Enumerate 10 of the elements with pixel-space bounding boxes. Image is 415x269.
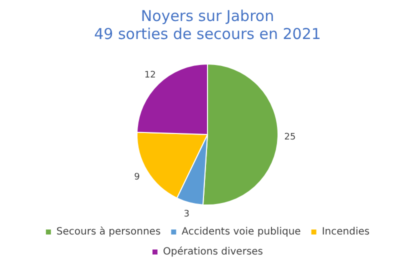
data-label: 12 — [144, 70, 156, 81]
legend-label: Opérations diverses — [162, 246, 264, 258]
data-label: 25 — [284, 132, 296, 142]
data-label: 9 — [134, 172, 140, 183]
legend-label: Secours à personnes — [56, 226, 161, 238]
data-label: 3 — [184, 210, 190, 220]
chart-subtitle: 49 sorties de secours en 2021 — [94, 24, 321, 43]
legend-label: Incendies — [322, 226, 370, 238]
legend-label: Accidents voie publique — [182, 226, 301, 238]
chart-title: Noyers sur Jabron — [140, 6, 274, 25]
